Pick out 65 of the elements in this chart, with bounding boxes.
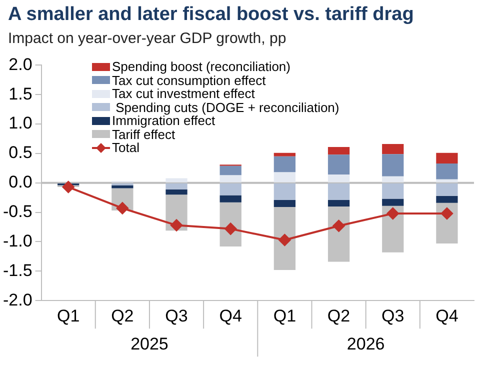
bar: [382, 198, 404, 206]
legend-label: Tariff effect: [112, 126, 176, 142]
x-tick-label: Q2: [327, 306, 350, 326]
bar: [436, 163, 458, 180]
bar: [166, 178, 188, 182]
bar: [382, 183, 404, 199]
bar: [436, 152, 458, 164]
point: [62, 181, 74, 194]
y-tick-label: 2.0: [8, 54, 32, 74]
point: [386, 208, 399, 220]
bar: [436, 179, 458, 182]
text: 2025: [130, 334, 168, 354]
bar: [328, 206, 350, 262]
legend-label: Tax cut investment effect: [112, 86, 255, 101]
legend-label: Total: [112, 140, 140, 155]
x-tick-label: Q4: [436, 306, 458, 326]
bar: [274, 200, 296, 208]
y-tick-label: -1.5: [2, 260, 32, 280]
bar: [382, 154, 404, 176]
bar: [220, 195, 242, 202]
x-tick-label: Q1: [273, 306, 296, 326]
point: [332, 220, 345, 232]
y-tick-label: -0.5: [2, 202, 32, 222]
y-tick-label: 0.5: [8, 143, 32, 162]
bar: [382, 176, 404, 182]
x-tick-label: Q3: [382, 306, 404, 326]
point: [440, 208, 453, 220]
x-tick-label: Q2: [111, 306, 134, 326]
bar: [328, 183, 350, 200]
bar: [220, 183, 242, 196]
bar: [328, 200, 350, 206]
bar: [220, 175, 242, 182]
bar: [328, 147, 350, 155]
bar: [274, 183, 296, 200]
bar: [328, 154, 350, 175]
x-tick-label: Q1: [56, 306, 80, 326]
bar: [436, 202, 458, 244]
legend-label: Spending cuts (DOGE + reconciliation): [116, 100, 340, 114]
bar: [274, 207, 296, 270]
bar: [166, 189, 188, 195]
bar: [166, 183, 188, 190]
legend-label: Immigration effect: [112, 113, 216, 128]
legend-label: Tax cut consumption effect: [112, 72, 266, 88]
legend-label: Spending boost (reconciliation): [112, 59, 290, 74]
y-tick-label: 1.0: [8, 114, 32, 133]
point: [170, 219, 183, 232]
y-tick-label: 0.0: [8, 172, 32, 192]
bar: [274, 152, 296, 156]
x-tick-label: Q3: [165, 306, 188, 326]
bar: [436, 196, 458, 203]
x-tick-label: Q4: [219, 306, 242, 326]
bar: [274, 172, 296, 182]
text: 2026: [346, 334, 385, 354]
y-tick-label: 1.5: [8, 84, 32, 104]
point: [116, 202, 128, 214]
bar: [220, 166, 242, 176]
chart-subtitle: Impact on year-over-year GDP growth, pp: [8, 30, 286, 47]
chart-title: A smaller and later fiscal boost vs. tariff drag: [8, 4, 414, 26]
y-tick-label: -1.0: [2, 231, 32, 250]
bar: [382, 144, 404, 154]
bar: [436, 183, 458, 196]
bar: [274, 156, 296, 172]
point: [278, 234, 291, 246]
y-tick-label: -2.0: [2, 290, 32, 310]
bar: [328, 174, 350, 182]
